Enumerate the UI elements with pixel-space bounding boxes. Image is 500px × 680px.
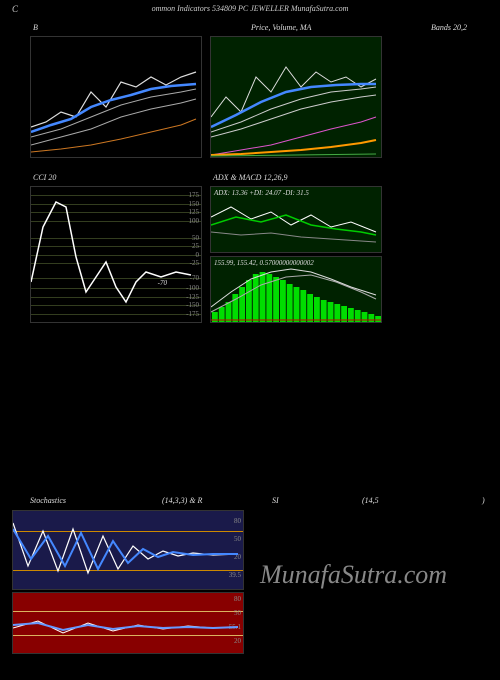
adx-title: ADX & MACD 12,26,9 (213, 173, 287, 182)
bb-title-left: B (33, 23, 38, 32)
bands-title: Bands 20,2 (431, 23, 467, 32)
stochastics-panel: 80502039.5 (12, 510, 244, 590)
rsi-panel: 805055.120 (12, 592, 244, 654)
cci-panel: CCI 2017515012510050250-25-70-100-125-15… (30, 186, 202, 323)
price-ma-panel: Price, Volume, MABands 20,2 (210, 36, 382, 158)
adx-panel: ADX & MACD 12,26,9ADX: 13.36 +DI: 24.07 … (210, 186, 382, 253)
header-left: C (12, 4, 18, 14)
page-header: C ommon Indicators 534809 PC JEWELLER Mu… (0, 0, 500, 17)
watermark: MunafaSutra.com (260, 560, 447, 590)
macd-panel: 155.99, 155.42, 0.57000000000002 (210, 256, 382, 323)
header-center: ommon Indicators 534809 PC JEWELLER Muna… (152, 4, 349, 13)
ma-title: Price, Volume, MA (251, 23, 311, 32)
cci-value: -70 (158, 279, 167, 287)
bollinger-panel: B (30, 36, 202, 158)
cci-title: CCI 20 (33, 173, 56, 182)
